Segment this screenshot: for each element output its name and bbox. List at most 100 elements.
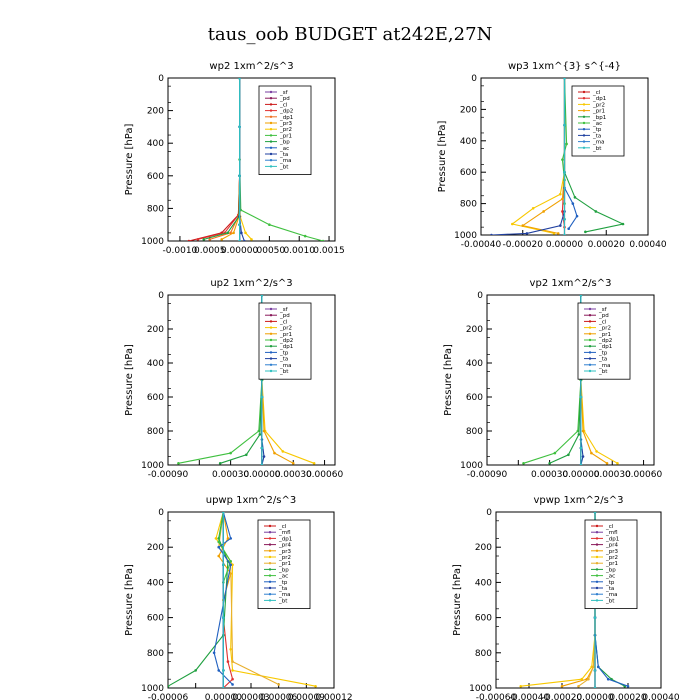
legend-entry: _mfl [278,530,291,536]
legend-entry: _ma [279,363,291,369]
x-tick-label: 0.0015 [313,246,345,256]
legend-entry: _pd [598,313,609,319]
y-axis-label: Pressure [hPa] [124,344,135,416]
legend-entry: _pr2 [605,555,618,561]
figure-title: taus_oob BUDGET at242E,27N [208,24,493,45]
legend-entry: _bp [605,567,616,573]
legend-marker [588,338,592,342]
data-point [321,239,325,241]
data-point [187,239,191,241]
legend-entry: _sf [279,307,289,313]
y-tick-label: 600 [460,168,477,178]
legend-entry: _pr1 [278,561,291,567]
legend-marker [595,599,599,602]
data-point [262,455,266,458]
panel-1: wp2 1xm^2/s^3 Pressure [hPa] 0 200 400 600 800… [124,61,345,256]
x-tick-label: 0.00012 [315,693,352,700]
data-point [229,559,233,563]
y-tick-label: 800 [147,427,164,437]
legend-entry: _cl [605,524,614,530]
x-tick-label: -0.00060 [476,693,517,700]
data-point [238,125,241,129]
data-point [217,545,221,549]
x-tick-label: 0.00030 [275,470,312,480]
data-point [531,207,535,210]
data-point [511,222,514,226]
data-point [208,238,212,241]
legend-entry: _dp2 [279,109,293,115]
data-point [260,463,264,465]
legend-entry: _ta [592,133,601,139]
series-line-bp [203,78,241,240]
legend-entry: _ma [592,140,604,146]
data-point [220,238,223,241]
panels: wp2 1xm^2/s^3 Pressure [hPa] 0 200 400 600 800… [124,61,680,700]
legend-entry: _bt [592,146,602,152]
data-point [212,651,216,655]
data-point [579,295,583,297]
legend-entry: _pr3 [278,549,292,555]
series-line-pr1 [521,78,566,234]
data-point [548,462,551,465]
legend-entry: _dp1 [605,536,619,542]
data-point [579,446,583,450]
legend-marker [269,134,273,137]
data-point [563,218,566,221]
series-line-ta [491,78,566,235]
legend-entry: _bp1 [592,115,606,121]
y-axis-label: Pressure [hPa] [437,121,448,193]
data-point [222,686,225,688]
plot-frame [167,294,336,466]
y-tick-label: 800 [460,200,477,210]
x-tick-label: 0.00000 [205,693,242,700]
legend-entry: _ac [278,574,288,580]
y-tick-label: 400 [147,359,164,369]
legend-marker [595,543,599,546]
data-point [226,660,230,663]
legend-marker [588,326,592,329]
data-point [314,684,317,688]
data-point [277,683,280,686]
panel-title: vp2 1xm^2/s^3 [530,278,612,289]
series-line-dp1 [549,295,582,464]
legend-entry: _pr4 [278,543,292,549]
legend-entry: _ac [592,121,602,127]
series-group [490,78,625,235]
x-tick-label: 0.0010 [283,246,315,256]
data-point [222,616,225,619]
data-point [595,450,598,453]
data-point [593,616,597,619]
data-point [559,192,562,196]
legend-marker [269,115,273,119]
y-tick-label: 0 [158,508,164,518]
data-point [229,451,232,455]
legend-marker [268,593,272,596]
legend-marker [595,531,599,534]
y-tick-label: 400 [475,578,492,588]
data-point [606,677,610,681]
data-point [202,238,206,241]
legend-marker [268,568,272,571]
y-tick-label: 200 [147,543,164,553]
legend-marker [588,314,592,317]
legend-entry: _pr1 [279,133,292,139]
legend-marker [269,332,273,335]
legend-entry: _ma [279,158,291,164]
data-point [561,197,564,201]
data-point [593,669,597,672]
legend-entry: _dp1 [592,96,606,102]
x-tick-label: 0.00030 [531,470,568,480]
x-tick-label: -0.00006 [148,693,189,700]
series-line-dp1 [209,78,241,240]
y-tick-label: 0 [158,74,164,84]
legend-marker [269,345,273,348]
y-tick-label: 200 [147,325,164,335]
legend-marker [268,524,272,528]
x-tick-label: 0.00040 [629,240,666,250]
panel-title: upwp 1xm^2/s^3 [206,495,296,506]
legend-entry: _dp2 [279,338,293,344]
legend-marker [269,369,273,373]
data-point [565,142,568,146]
legend-entry: _bt [605,598,615,604]
legend-marker [588,351,592,354]
